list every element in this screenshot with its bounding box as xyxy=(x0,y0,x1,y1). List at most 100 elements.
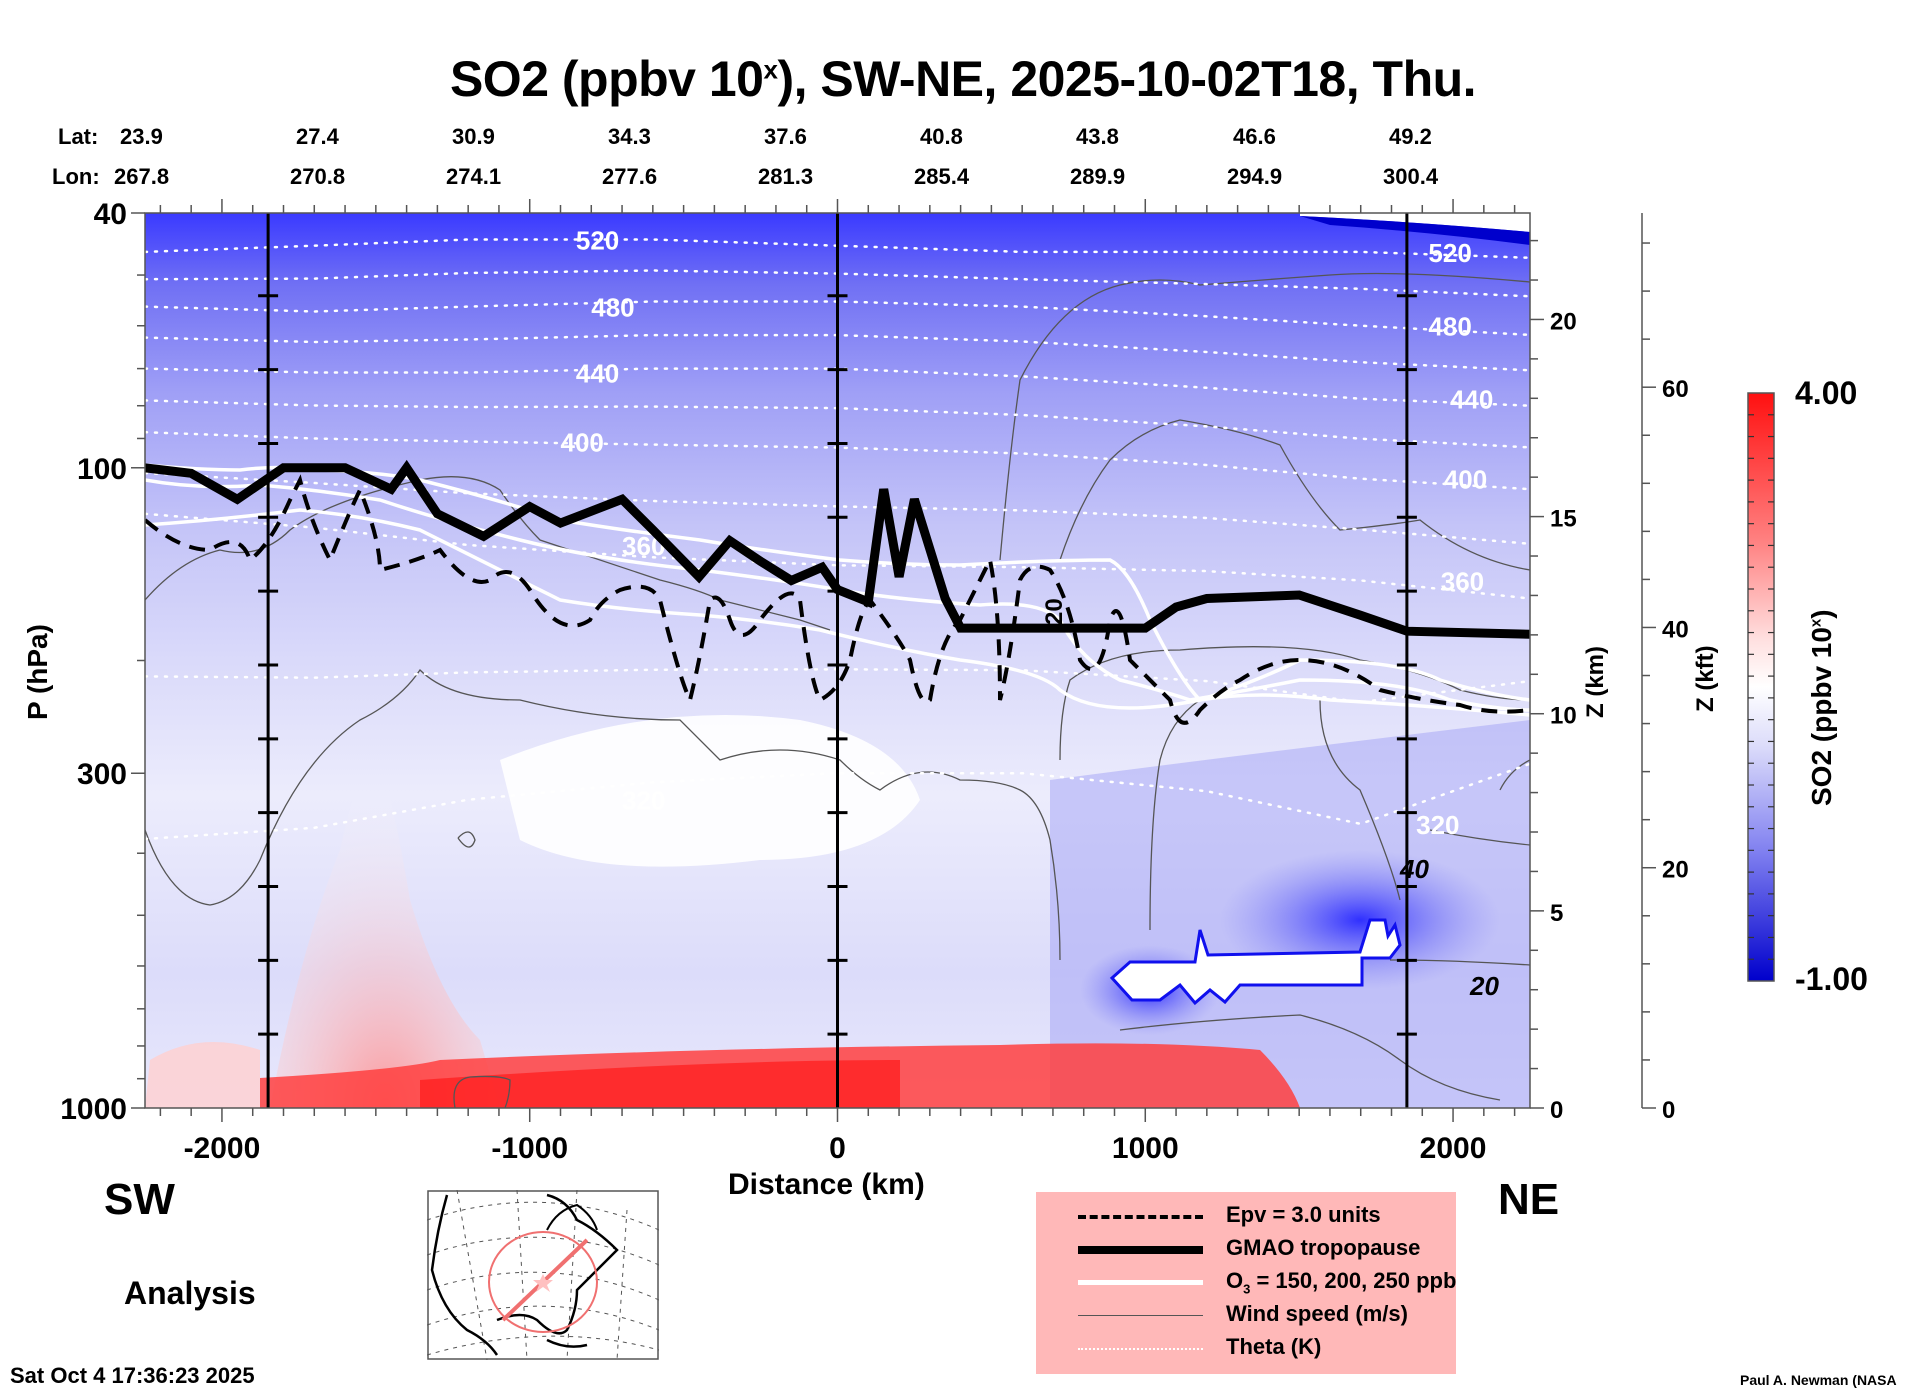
lon-value: 267.8 xyxy=(114,164,170,189)
theta-contour xyxy=(145,471,1530,546)
lon-value: 294.9 xyxy=(1227,164,1283,189)
x-axis-ticks: -2000 -1000 0 1000 2000 xyxy=(159,199,1516,1165)
y-tick-label: 40 xyxy=(94,198,127,231)
z-km-tick-label: 0 xyxy=(1550,1097,1563,1124)
lon-value: 300.4 xyxy=(1383,164,1439,189)
coastline xyxy=(546,1338,588,1348)
z-km-tick-label: 5 xyxy=(1550,900,1563,927)
vertical-reference-lines xyxy=(258,213,1417,1108)
lat-value: 30.9 xyxy=(452,124,495,149)
wind-contour xyxy=(1319,699,1401,901)
theta-label: 400 xyxy=(561,428,604,458)
thick-line-icon xyxy=(1078,1246,1203,1254)
lat-label: Lat: xyxy=(58,124,99,149)
y-tick-label: 100 xyxy=(77,453,127,486)
legend-label: GMAO tropopause xyxy=(1226,1235,1421,1260)
legend-item-epv: Epv = 3.0 units xyxy=(1036,1200,1456,1232)
y-axis-label: P (hPa) xyxy=(22,624,53,720)
so2-boundary-core xyxy=(420,1060,900,1108)
lat-value: 46.6 xyxy=(1233,124,1276,149)
wind-contour xyxy=(453,1075,511,1108)
colorbar-label: SO2 (ppbv 10x) xyxy=(1806,609,1837,806)
legend-label: O3 = 150, 200, 250 ppb xyxy=(1226,1268,1457,1297)
missing-data-region xyxy=(1109,918,1402,1006)
z-kft-axis: 0 20 40 60 xyxy=(1641,213,1689,1124)
z-kft-tick-label: 40 xyxy=(1662,616,1689,643)
theta-label: 320 xyxy=(622,786,665,816)
theta-label: 440 xyxy=(576,359,619,389)
wind-contour xyxy=(1499,759,1530,791)
lat-value: 49.2 xyxy=(1389,124,1432,149)
lat-value: 43.8 xyxy=(1076,124,1119,149)
z-kft-tick-label: 20 xyxy=(1662,857,1689,884)
analysis-label: Analysis xyxy=(124,1275,256,1311)
wind-speed-label: 20 xyxy=(1041,598,1068,625)
wind-contour xyxy=(1059,419,1530,571)
wind-speed-label: 20 xyxy=(1469,971,1499,1001)
coastline xyxy=(546,1203,598,1231)
theta-contour xyxy=(145,512,1530,600)
wind-contour xyxy=(1429,829,1530,846)
so2-red-region xyxy=(145,1042,260,1108)
theta-label: 480 xyxy=(591,293,634,323)
z-kft-label: Z (kft) xyxy=(1692,645,1719,712)
theta-contour xyxy=(145,762,1530,841)
lon-value: 285.4 xyxy=(914,164,970,189)
theta-label-right: 480 xyxy=(1428,312,1471,342)
lat-value: 40.8 xyxy=(920,124,963,149)
wind-speed-labels: 20 20 40 xyxy=(1041,598,1499,1001)
legend-item-wind: Wind speed (m/s) xyxy=(1036,1299,1456,1331)
theta-label-right: 400 xyxy=(1444,465,1487,495)
x-tick-label: 0 xyxy=(829,1132,846,1165)
epv-contours xyxy=(145,474,1530,725)
dashed-line-icon xyxy=(1078,1215,1203,1219)
wind-contour xyxy=(457,831,476,848)
colorbar-min-label: -1.00 xyxy=(1795,961,1868,997)
ne-label: NE xyxy=(1498,1175,1560,1224)
epv-contour xyxy=(145,474,1530,725)
wind-speed-label: 40 xyxy=(1399,854,1429,884)
x-tick-label: -2000 xyxy=(184,1132,261,1165)
legend-label: Epv = 3.0 units xyxy=(1226,1202,1381,1227)
wind-contour xyxy=(1059,646,1530,761)
legend-item-ozone: O3 = 150, 200, 250 ppb xyxy=(1036,1266,1456,1298)
z-kft-tick-label: 60 xyxy=(1662,376,1689,403)
colorbar-ticks xyxy=(1748,414,1774,960)
legend-item-tropopause: GMAO tropopause xyxy=(1036,1233,1456,1265)
y-axis-ticks: 40 100 300 1000 xyxy=(60,198,145,1126)
so2-dark-top xyxy=(1300,216,1530,245)
ozone-contour xyxy=(145,478,1530,712)
lon-value: 277.6 xyxy=(602,164,658,189)
radius-circle xyxy=(488,1231,598,1333)
colorbar-max-label: 4.00 xyxy=(1795,375,1857,411)
y-tick-label: 1000 xyxy=(60,1093,127,1126)
chart-title: SO2 (ppbv 10x), SW-NE, 2025-10-02T18, Th… xyxy=(449,51,1477,107)
lon-value: 289.9 xyxy=(1070,164,1126,189)
y-tick-label: 300 xyxy=(77,758,127,791)
colorbar xyxy=(1747,392,1775,982)
wind-contour xyxy=(999,272,1530,561)
white-line-icon xyxy=(1078,1280,1203,1285)
tropopause-line xyxy=(145,459,1530,639)
theta-label: 520 xyxy=(576,226,619,256)
sw-label: SW xyxy=(104,1175,175,1224)
timestamp: Sat Oct 4 17:36:23 2025 xyxy=(10,1363,255,1388)
credit-label: Paul A. Newman (NASA xyxy=(1740,1372,1897,1388)
so2-red-plume xyxy=(270,750,500,1108)
tropopause-polyline xyxy=(145,459,1530,639)
theta-label-right: 320 xyxy=(1416,810,1459,840)
legend-label: Wind speed (m/s) xyxy=(1226,1301,1408,1326)
z-km-axis: 0 5 10 15 20 xyxy=(1530,239,1577,1124)
z-kft-tick-label: 0 xyxy=(1662,1097,1675,1124)
theta-label-right: 360 xyxy=(1441,567,1484,597)
z-km-tick-label: 20 xyxy=(1550,308,1577,335)
lon-value: 281.3 xyxy=(758,164,814,189)
theta-label-right: 520 xyxy=(1428,238,1471,268)
coastline xyxy=(430,1193,619,1356)
lon-value: 274.1 xyxy=(446,164,502,189)
x-tick-label: -1000 xyxy=(491,1132,568,1165)
x-axis-label: Distance (km) xyxy=(728,1168,925,1201)
lat-value: 37.6 xyxy=(764,124,807,149)
inset-map xyxy=(427,1190,659,1360)
